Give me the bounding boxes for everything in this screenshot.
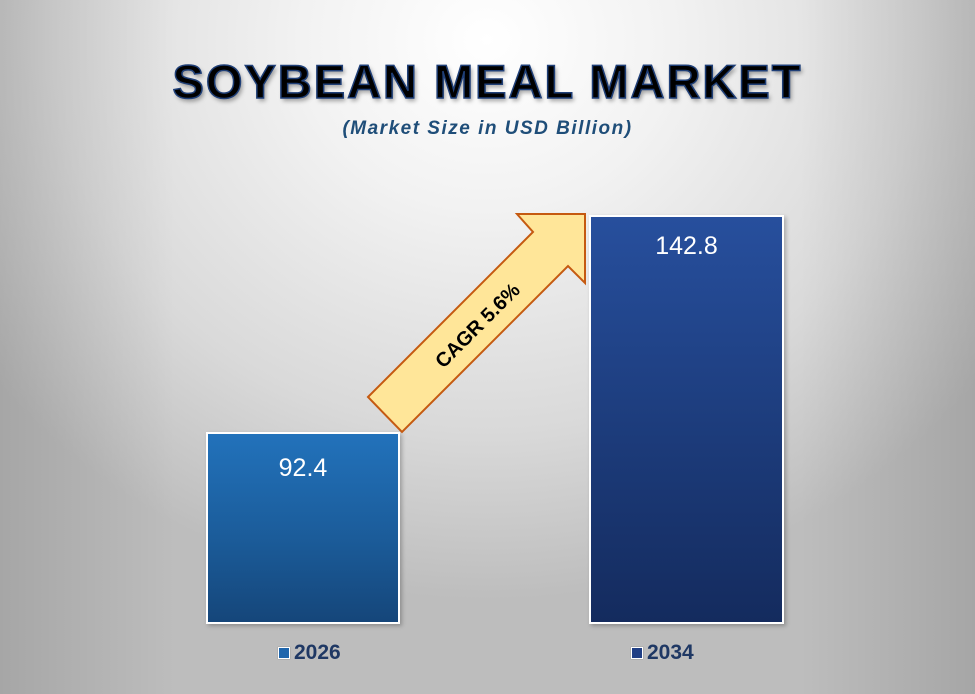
chart-subtitle: (Market Size in USD Billion) — [342, 118, 633, 139]
legend-item-2034: 2034 — [631, 642, 694, 663]
legend-swatch-icon — [278, 646, 290, 659]
legend-swatch-icon — [631, 646, 643, 659]
legend-item-2026: 2026 — [278, 642, 341, 663]
bar-2034: 142.8 — [589, 215, 784, 624]
bar-value-label: 92.4 — [278, 454, 328, 482]
bar-value-label: 142.8 — [655, 232, 718, 260]
legend-label: 2026 — [294, 641, 341, 664]
legend-label: 2034 — [647, 641, 694, 664]
bar-2026: 92.4 — [206, 432, 400, 624]
chart-title: SOYBEAN MEAL MARKET — [172, 55, 803, 108]
